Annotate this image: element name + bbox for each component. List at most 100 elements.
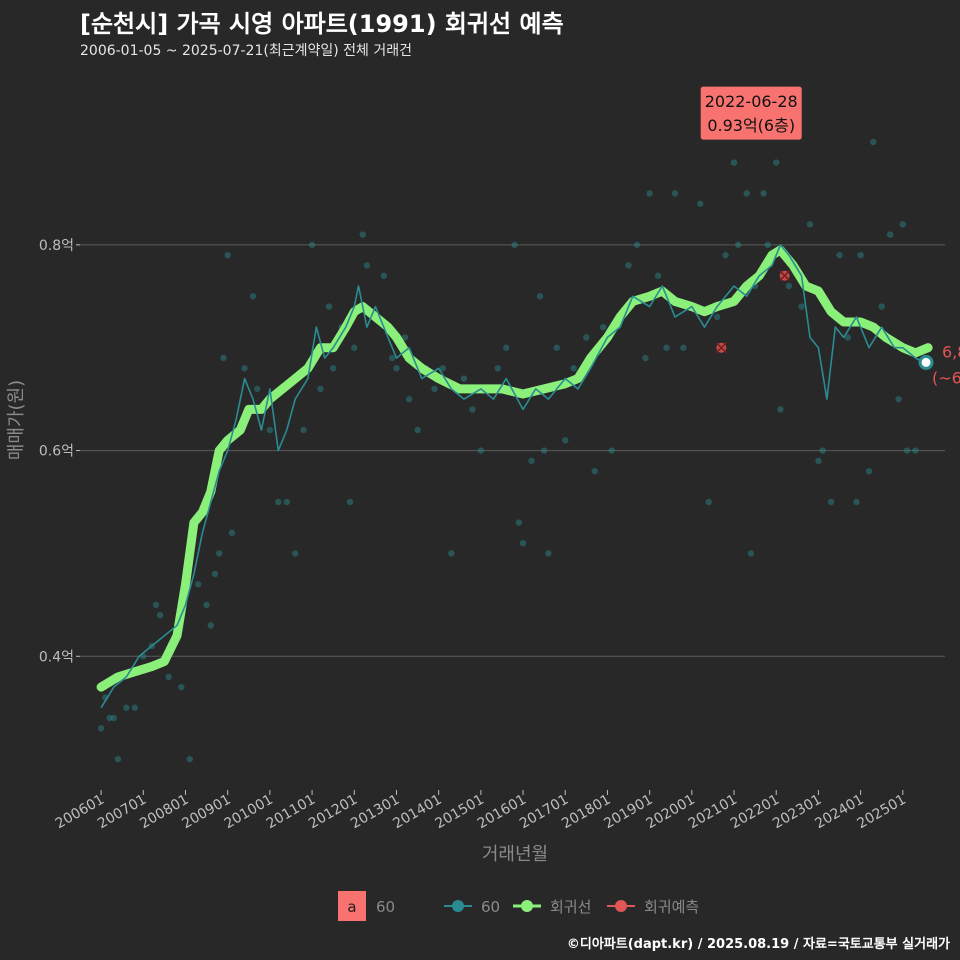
series-60-point — [401, 334, 409, 341]
series-60-point — [528, 457, 535, 465]
series-60-point — [591, 467, 598, 475]
prediction-cross — [779, 270, 791, 282]
series-60-point — [275, 498, 282, 506]
series-60-line — [100, 244, 925, 709]
series-60-point — [600, 323, 607, 331]
series-60-point — [351, 344, 358, 351]
chart-subtitle: 2006-01-05 ~ 2025-07-21(최근계약일) 전체 거래건 — [80, 43, 412, 59]
series-60-point — [857, 251, 864, 259]
series-60-point — [266, 426, 274, 434]
series-60-point — [680, 344, 687, 351]
x-axis-ticks: 2006012007012008012009012010012011012012… — [53, 790, 909, 832]
series-60-point — [865, 467, 873, 475]
series-60-point — [329, 365, 337, 372]
series-60-point — [646, 190, 653, 197]
grid-lines — [80, 244, 945, 657]
series-60-point — [414, 426, 421, 434]
series-60-point — [764, 241, 771, 249]
series-60-point — [123, 704, 130, 711]
series-60-point — [625, 262, 632, 269]
series-60-point — [515, 519, 523, 526]
series-60-point — [853, 498, 860, 506]
series-60-point — [393, 365, 400, 372]
series-60-point — [553, 344, 561, 351]
series-60-point — [216, 550, 223, 557]
series-60-point — [895, 395, 902, 403]
last-point-marker — [918, 354, 934, 370]
annotations: 6,857 (~60㎡) 2022-06-28 0.93억(6층) — [699, 85, 960, 387]
series-60-point — [735, 241, 742, 249]
series-60-point — [439, 365, 447, 372]
series-60-point — [886, 231, 894, 238]
legend-prediction-marker — [615, 900, 627, 912]
series-60-point — [363, 262, 371, 269]
series-60-line-group — [100, 244, 925, 709]
series-60-point — [114, 755, 122, 763]
series-60-point — [460, 375, 468, 382]
series-60-point — [562, 437, 569, 444]
series-60-point — [730, 159, 738, 166]
series-60-point — [308, 241, 316, 249]
series-60-point — [131, 704, 139, 711]
series-60-point — [178, 683, 185, 691]
series-60-point — [819, 447, 826, 454]
last-unit-label: (~60㎡) — [932, 368, 960, 387]
series-60-point — [633, 241, 641, 249]
series-60-point — [228, 529, 236, 537]
series-60-point — [773, 159, 780, 166]
x-tick-label: 202501 — [855, 792, 909, 833]
series-60-point — [220, 354, 227, 362]
series-60-point — [380, 272, 388, 279]
y-axis-title: 매매가(원) — [6, 380, 27, 460]
legend-regression-label: 회귀선 — [550, 898, 591, 916]
series-60-point — [511, 241, 518, 249]
series-60-point — [156, 611, 164, 619]
series-60-point — [654, 272, 662, 279]
series-60-point — [291, 550, 299, 557]
series-60-point — [540, 447, 548, 454]
series-60-point — [899, 221, 907, 228]
series-60-point — [502, 344, 510, 351]
series-60-point — [254, 385, 261, 393]
series-60-point — [806, 221, 814, 228]
series-60-point — [110, 714, 117, 722]
series-60-point — [211, 570, 219, 578]
series-60-point — [705, 498, 712, 506]
regression-line — [96, 245, 933, 692]
series-60-point — [519, 539, 527, 547]
series-60-point — [346, 498, 354, 506]
series-60-point — [827, 498, 835, 506]
highlight-box — [699, 85, 803, 141]
x-axis-title: 거래년월 — [482, 844, 548, 865]
series-60-point — [844, 334, 852, 341]
footer-credit: ©디아파트(dapt.kr) / 2025.08.19 / 자료=국토교통부 실… — [566, 937, 950, 952]
series-60-point — [97, 725, 105, 732]
series-60-point — [249, 293, 257, 300]
series-60-point — [165, 673, 172, 681]
series-60-point — [359, 231, 366, 238]
series-60-point — [760, 190, 767, 197]
series-60-point — [194, 581, 202, 588]
series-60-point — [431, 385, 438, 393]
prediction-cross — [715, 342, 727, 354]
series-60-point — [203, 601, 210, 609]
legend-box-letter: a — [347, 898, 356, 916]
y-tick-label: 0.4억 — [39, 649, 74, 665]
series-60-point — [747, 550, 755, 557]
series-60-point — [536, 293, 544, 300]
series-60-point — [713, 313, 721, 321]
series-60-point — [325, 303, 333, 310]
legend-box-label: 60 — [376, 898, 395, 916]
series-60-point — [671, 190, 679, 197]
last-value-label: 6,857 — [942, 342, 960, 361]
series-60-point — [186, 755, 193, 763]
series-60-point — [494, 365, 501, 372]
highlight-price: 0.93억(6층) — [707, 116, 795, 135]
legend: a 60 60 회귀선 회귀예측 — [338, 891, 699, 921]
legend-box-swatch — [338, 891, 366, 921]
series-60-point — [224, 251, 231, 259]
regression-line-group — [96, 245, 933, 692]
series-60-point — [815, 457, 822, 465]
series-60-point — [870, 138, 877, 146]
